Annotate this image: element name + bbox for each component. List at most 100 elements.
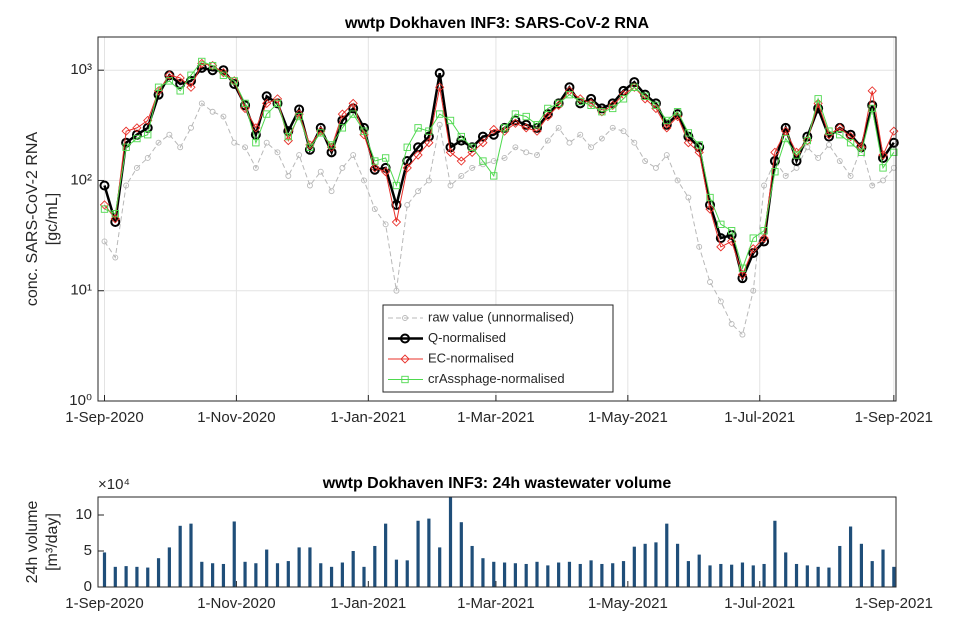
marker [608, 100, 618, 110]
bar [329, 566, 334, 587]
bar [113, 566, 117, 587]
marker [748, 244, 758, 254]
marker [869, 182, 876, 189]
y-tick-label: 10³ [70, 61, 92, 78]
marker [250, 129, 261, 140]
marker [890, 148, 898, 156]
marker [252, 164, 259, 171]
marker [434, 68, 445, 79]
marker [663, 116, 671, 125]
bar [578, 563, 582, 587]
marker [144, 155, 151, 161]
x-tick-label: 1-Mar-2021 [457, 595, 535, 612]
bar [286, 561, 290, 587]
bar [275, 563, 280, 587]
x-tick-label: 1-Sep-2021 [855, 409, 933, 426]
marker [523, 149, 530, 156]
marker [737, 269, 748, 280]
bar [805, 565, 809, 587]
bar [762, 563, 766, 587]
marker [490, 158, 497, 164]
marker [100, 205, 109, 213]
marker [836, 158, 843, 164]
marker [674, 177, 681, 184]
bar [697, 554, 701, 587]
marker [153, 86, 164, 96]
marker [619, 95, 628, 103]
series-line [104, 60, 895, 270]
marker [510, 115, 521, 126]
marker [845, 131, 856, 142]
x-tick-label: 1-Sep-2020 [65, 595, 143, 612]
marker [164, 70, 175, 80]
marker [501, 155, 508, 161]
marker [717, 220, 725, 228]
bar [535, 561, 539, 587]
legend-label: crAssphage-normalised [428, 371, 565, 386]
marker [500, 124, 509, 132]
marker [663, 152, 670, 159]
bar [308, 547, 312, 587]
marker [188, 124, 194, 131]
marker [672, 109, 683, 120]
series [100, 57, 898, 272]
marker [683, 138, 694, 148]
marker [479, 157, 487, 165]
marker [587, 101, 595, 109]
marker [295, 112, 303, 121]
marker [642, 158, 649, 164]
marker [155, 139, 162, 146]
marker [640, 94, 650, 104]
marker [694, 147, 704, 157]
axes-box [97, 496, 897, 588]
y-axis-label: 24h volume [24, 501, 41, 584]
marker [447, 182, 454, 189]
marker [489, 124, 499, 135]
bar [135, 566, 139, 587]
bar [730, 564, 734, 587]
marker [359, 130, 369, 140]
marker [802, 135, 812, 146]
legend-label: raw value (unnormalised) [428, 309, 574, 324]
x-tick-label: 1-Nov-2020 [197, 595, 275, 612]
marker [727, 227, 736, 235]
bar [784, 552, 788, 587]
marker [620, 128, 627, 135]
bar [427, 518, 431, 587]
marker [631, 139, 638, 146]
bar [870, 561, 874, 587]
marker [586, 93, 597, 104]
bar [492, 561, 496, 587]
marker [490, 172, 498, 180]
chart-title: wwtp Dokhaven INF3: SARS-CoV-2 RNA [344, 15, 649, 32]
marker [543, 111, 553, 122]
marker [521, 123, 531, 133]
marker [338, 124, 347, 132]
marker [554, 99, 563, 108]
marker [845, 129, 856, 140]
marker [826, 141, 832, 148]
bar [448, 497, 453, 587]
x-tick-label: 1-Sep-2020 [65, 409, 143, 426]
y-tick-label: 10 [75, 506, 92, 523]
marker [880, 177, 886, 184]
marker [791, 156, 802, 167]
marker [285, 172, 292, 179]
marker [403, 143, 411, 151]
marker [555, 124, 562, 131]
y-tick-label: 10² [70, 171, 92, 188]
bar [232, 521, 236, 587]
marker [110, 214, 120, 224]
marker [868, 104, 876, 113]
bar [502, 562, 507, 587]
marker [392, 181, 401, 190]
marker [165, 77, 174, 85]
bar [654, 542, 658, 587]
marker [598, 135, 605, 142]
marker [283, 135, 293, 146]
marker [749, 234, 757, 242]
marker [824, 130, 834, 140]
marker [229, 78, 240, 89]
marker [111, 210, 119, 218]
marker [609, 124, 616, 131]
